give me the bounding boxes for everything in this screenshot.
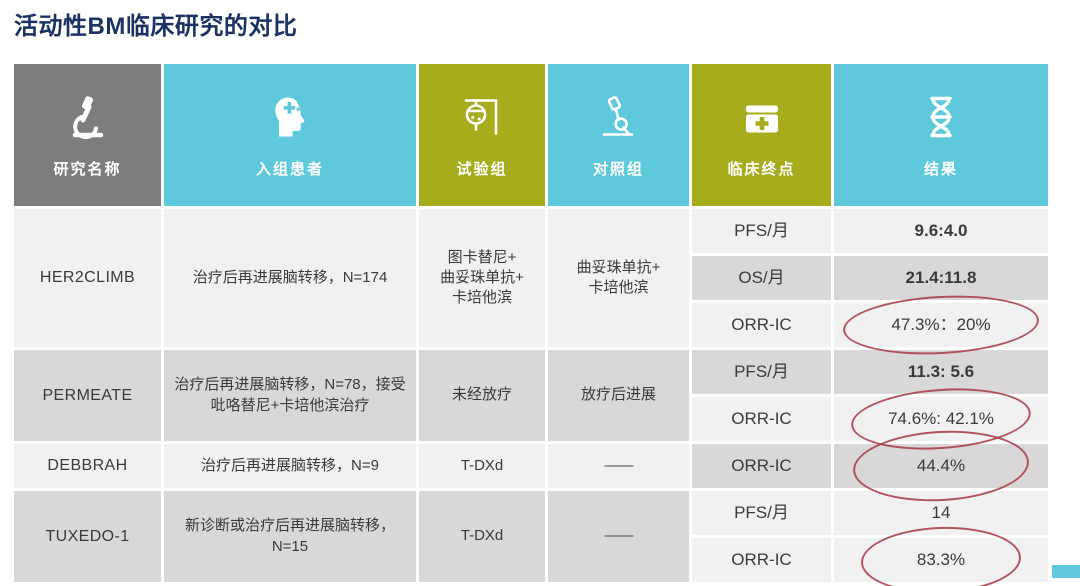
study-patients: 治疗后再进展脑转移，N=78，接受 吡咯替尼+卡培他滨治疗	[164, 350, 416, 441]
slide-accent-bar	[1052, 565, 1080, 578]
study-patients: 治疗后再进展脑转移，N=9	[164, 444, 416, 488]
study-patients: 治疗后再进展脑转移，N=174	[164, 209, 416, 347]
endpoint-label: PFS/月	[692, 491, 831, 535]
microscope-icon	[66, 88, 110, 146]
study-experimental-group: 未经放疗	[419, 350, 545, 441]
column-header-label: 对照组	[592, 161, 644, 178]
result-text: 74.6%: 42.1%	[888, 408, 994, 428]
study-name: PERMEATE	[14, 350, 161, 441]
endpoint-label: PFS/月	[692, 350, 831, 394]
column-header-control: 对照组	[548, 64, 689, 206]
study-experimental-group: T-DXd	[419, 444, 545, 488]
result-value: 74.6%: 42.1%	[834, 382, 1048, 456]
column-header-experimental: 试验组	[419, 64, 545, 206]
column-header-label: 研究名称	[53, 161, 122, 178]
column-header-label: 临床终点	[727, 161, 796, 178]
result-value: 83.3%	[834, 524, 1048, 586]
comparison-table: 研究名称 入组患者	[14, 64, 1048, 586]
column-header-result: 结果	[834, 64, 1048, 206]
result-value: 47.3%：20%	[834, 290, 1048, 360]
result-value: 11.3: 5.6	[834, 350, 1048, 394]
page-title: 活动性BM临床研究的对比	[14, 13, 298, 40]
study-patients: 新诊断或治疗后再进展脑转移， N=15	[164, 491, 416, 582]
dna-helix-icon	[919, 88, 963, 146]
microscope-outline-icon	[596, 88, 642, 146]
study-control-group: 曲妥珠单抗+ 卡培他滨	[548, 209, 689, 347]
column-header-label: 试验组	[456, 161, 508, 178]
result-value: 21.4:11.8	[834, 256, 1048, 300]
first-aid-kit-icon	[739, 88, 785, 146]
endpoint-label: ORR-IC	[692, 444, 831, 488]
result-text: 9.6:4.0	[914, 220, 968, 240]
result-value: 9.6:4.0	[834, 209, 1048, 253]
study-control-group: 放疗后进展	[548, 350, 689, 441]
study-control-group: ——	[548, 444, 689, 488]
column-header-label: 入组患者	[255, 161, 324, 178]
column-header-patients: 入组患者	[164, 64, 416, 206]
iv-drip-icon	[459, 88, 505, 146]
result-text: 11.3: 5.6	[907, 361, 975, 381]
endpoint-label: ORR-IC	[692, 538, 831, 582]
result-value: 14	[834, 491, 1048, 535]
study-experimental-group: 图卡替尼+ 曲妥珠单抗+ 卡培他滨	[419, 209, 545, 347]
study-experimental-group: T-DXd	[419, 491, 545, 582]
study-name: TUXEDO-1	[14, 491, 161, 582]
study-control-group: ——	[548, 491, 689, 582]
result-text: 21.4:11.8	[905, 267, 977, 287]
result-text: 83.3%	[916, 549, 966, 569]
column-header-endpoint: 临床终点	[692, 64, 831, 206]
result-text: 44.4%	[916, 455, 966, 475]
study-name: HER2CLIMB	[14, 209, 161, 347]
column-header-study-name: 研究名称	[14, 64, 161, 206]
result-text: 47.3%：20%	[891, 314, 991, 334]
endpoint-label: OS/月	[692, 256, 831, 300]
result-text: 14	[931, 502, 951, 522]
patient-head-icon	[267, 88, 313, 146]
endpoint-label: ORR-IC	[692, 397, 831, 441]
column-header-label: 结果	[923, 161, 958, 178]
study-name: DEBBRAH	[14, 444, 161, 488]
endpoint-label: ORR-IC	[692, 303, 831, 347]
result-value: 44.4%	[834, 426, 1048, 506]
endpoint-label: PFS/月	[692, 209, 831, 253]
